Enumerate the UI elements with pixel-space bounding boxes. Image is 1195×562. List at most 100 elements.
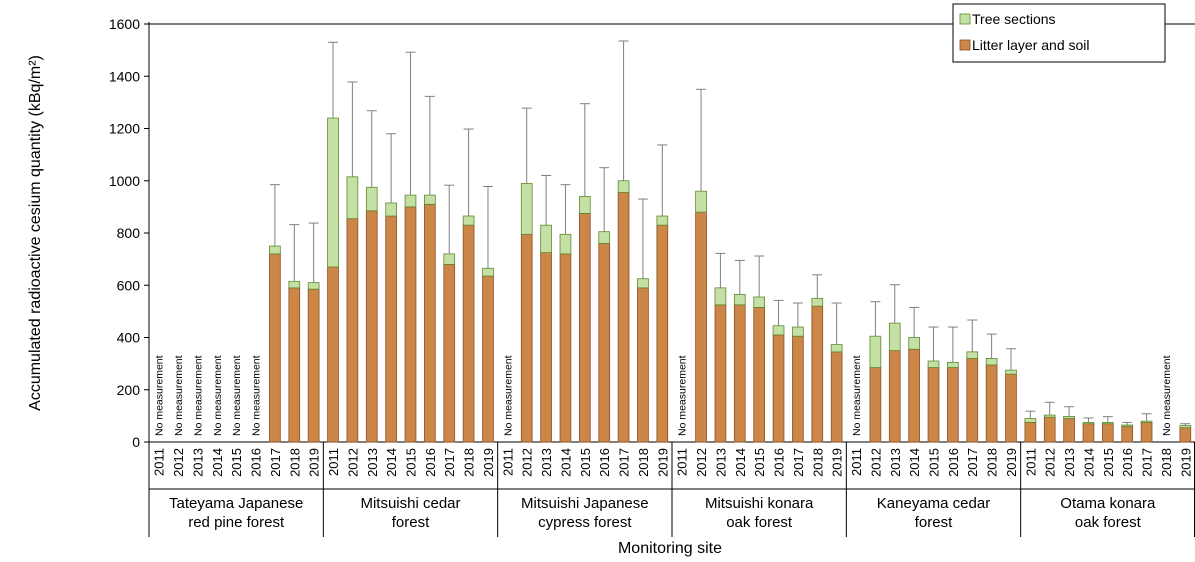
legend-label: Litter layer and soil <box>972 37 1090 53</box>
legend-label: Tree sections <box>972 11 1056 27</box>
x-tick-label: 2012 <box>694 448 709 477</box>
x-tick-label: 2011 <box>1023 448 1038 476</box>
bar-tree <box>540 224 552 253</box>
bar-tree <box>559 233 572 255</box>
bar-tree <box>462 215 475 226</box>
x-tick-label: 2019 <box>830 448 845 477</box>
site-label: oak forest <box>726 514 793 531</box>
x-tick-label: 2018 <box>636 448 651 477</box>
y-tick-label: 0 <box>132 434 140 450</box>
no-measurement-label: No measurement <box>851 355 863 436</box>
bar-litter <box>714 304 727 443</box>
no-measurement-label: No measurement <box>192 355 204 436</box>
bar-tree <box>579 196 591 214</box>
bar-litter <box>869 367 882 443</box>
x-tick-label: 2016 <box>249 448 264 477</box>
bar-litter <box>385 215 397 443</box>
x-tick-label: 2012 <box>1043 448 1058 477</box>
legend-swatch-litter <box>959 39 971 51</box>
x-tick-label: 2018 <box>985 448 1000 477</box>
bar-tree <box>888 322 901 351</box>
x-tick-label: 2011 <box>675 448 690 476</box>
bar-tree <box>830 344 843 353</box>
bar-litter <box>462 224 475 443</box>
y-tick-label: 1000 <box>109 173 140 189</box>
no-measurement-label: No measurement <box>231 355 243 436</box>
x-tick-label: 2014 <box>907 448 922 477</box>
x-tick-label: 2017 <box>965 448 980 477</box>
bar-litter <box>1121 425 1134 443</box>
x-tick-label: 2014 <box>1081 448 1096 477</box>
x-tick-label: 2014 <box>210 448 225 477</box>
bar-tree <box>733 293 746 306</box>
legend: Tree sections Litter layer and soil <box>952 3 1166 63</box>
bar-tree <box>1179 425 1192 429</box>
bar-tree <box>947 361 959 368</box>
bar-litter <box>947 367 959 443</box>
x-tick-label: 2011 <box>326 448 341 476</box>
x-tick-label: 2018 <box>462 448 477 477</box>
bar-tree <box>1024 418 1037 423</box>
bar-tree <box>424 194 436 205</box>
bar-tree <box>985 357 998 366</box>
bar-litter <box>346 218 359 443</box>
bar-litter <box>1024 422 1037 443</box>
site-label: Mitsuishi cedar <box>360 495 460 512</box>
bar-litter <box>404 206 417 443</box>
bar-litter <box>1082 423 1095 443</box>
y-tick-label: 800 <box>117 225 141 241</box>
bar-tree <box>365 186 378 212</box>
no-measurement-label: No measurement <box>677 355 689 436</box>
site-label: Otama konara <box>1060 495 1156 512</box>
bar-litter <box>327 266 339 443</box>
bar-litter <box>288 287 301 443</box>
site-label: Mitsuishi Japanese <box>521 495 649 512</box>
bar-litter <box>772 334 785 443</box>
bar-litter <box>482 275 494 443</box>
bar-tree <box>1005 369 1017 375</box>
bar-litter <box>598 243 611 443</box>
bar-litter <box>1102 423 1114 443</box>
bar-litter <box>269 253 281 443</box>
x-tick-label: 2011 <box>849 448 864 476</box>
x-tick-label: 2019 <box>655 448 670 477</box>
y-tick-label: 1600 <box>109 16 140 32</box>
y-tick-label: 400 <box>117 330 141 346</box>
x-tick-label: 2019 <box>1004 448 1019 477</box>
site-label: red pine forest <box>188 514 285 531</box>
bar-tree <box>927 360 940 368</box>
x-tick-label: 2016 <box>772 448 787 477</box>
bar-tree <box>346 176 359 220</box>
bar-litter <box>811 305 824 443</box>
x-tick-label: 2013 <box>1062 448 1077 477</box>
x-tick-label: 2016 <box>1120 448 1135 477</box>
bar-litter <box>1063 418 1075 443</box>
x-tick-label: 2014 <box>558 448 573 477</box>
bar-litter <box>559 253 572 443</box>
bar-litter <box>985 364 998 443</box>
x-tick-label: 2017 <box>1140 448 1155 477</box>
x-tick-label: 2013 <box>713 448 728 477</box>
bar-litter <box>792 335 804 443</box>
x-tick-label: 2019 <box>481 448 496 477</box>
bar-tree <box>811 297 824 307</box>
bar-tree <box>598 231 611 244</box>
x-tick-label: 2016 <box>946 448 961 477</box>
bar-tree <box>1140 420 1153 423</box>
bar-litter <box>520 233 533 443</box>
bar-litter <box>540 252 552 443</box>
x-tick-label: 2012 <box>868 448 883 477</box>
x-tick-label: 2015 <box>578 448 593 477</box>
bar-tree <box>288 280 301 289</box>
x-tick-label: 2015 <box>404 448 419 477</box>
x-tick-label: 2018 <box>1159 448 1174 477</box>
x-tick-label: 2013 <box>539 448 554 477</box>
bar-tree <box>520 182 533 235</box>
plot-area: 0 200 400 600 800 1000 1200 1400 1600 2011 No meas… <box>109 16 1195 537</box>
bar-litter <box>966 357 979 443</box>
bar-litter <box>307 288 320 443</box>
bar-tree <box>695 190 707 213</box>
x-tick-label: 2015 <box>752 448 767 477</box>
site-label: forest <box>392 514 430 531</box>
site-label: cypress forest <box>538 514 632 531</box>
